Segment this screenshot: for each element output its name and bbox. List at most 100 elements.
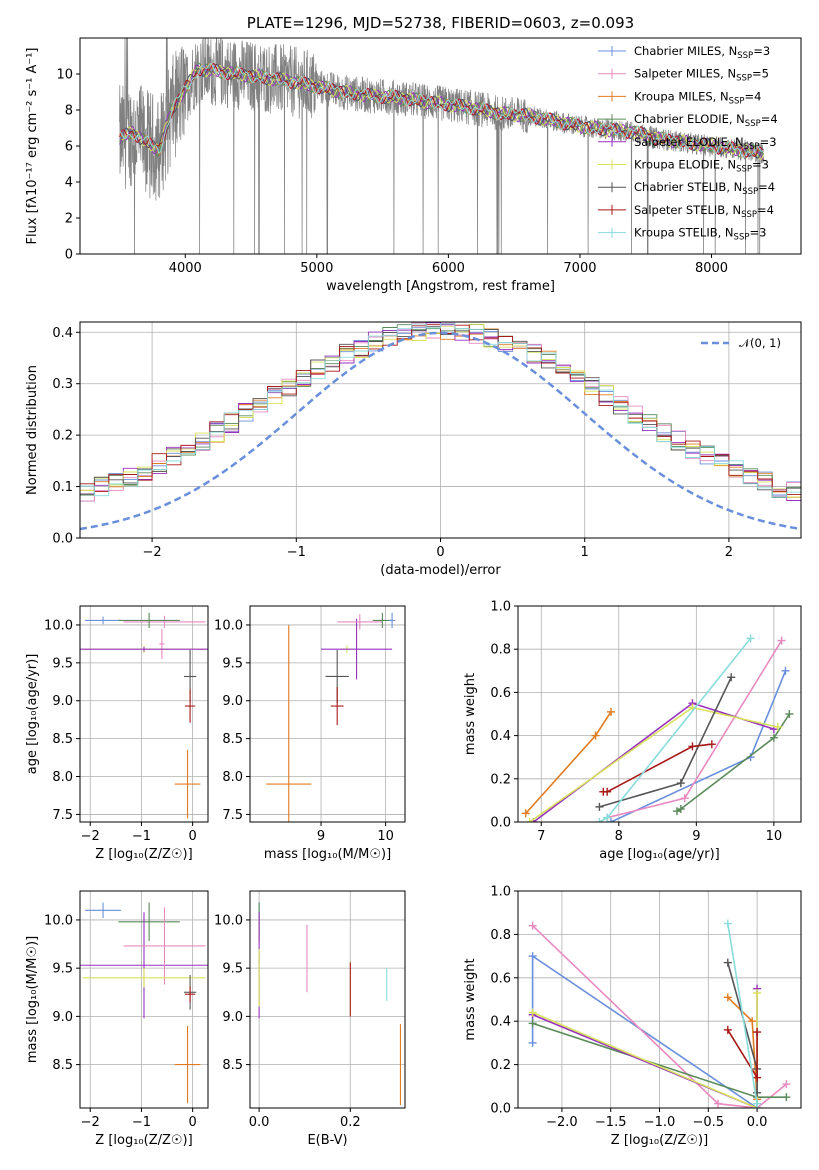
errorbar-point-kroupa-miles <box>174 1026 201 1104</box>
plot-frame <box>79 321 802 539</box>
y-tick-label: 10.0 <box>214 913 243 928</box>
plus-marker <box>753 1104 762 1108</box>
x-tick-label: 8000 <box>695 261 728 276</box>
legend-nssp-value: =3 <box>752 158 769 172</box>
plus-marker <box>723 993 732 1002</box>
y-axis-label: age [log₁₀(age/yr)] <box>25 654 40 775</box>
y-tick-label: 9.0 <box>222 694 243 709</box>
legend-nssp-subscript: SSP <box>737 51 753 61</box>
y-tick-label: 10 <box>56 68 73 83</box>
errorbar-point-chabrier-elodie <box>118 902 180 942</box>
mass-vs-metallicity-panel: −2 −1 0 8.5 9.0 9.5 10.0 Z [log₁₀(Z/Z☉)] mass [l… <box>25 890 209 1148</box>
legend-nssp-value: =4 <box>744 89 761 103</box>
y-tick-label: 9.5 <box>52 962 73 977</box>
plot-frame <box>79 37 802 255</box>
y-tick-label: 9.0 <box>52 694 73 709</box>
y-tick-label: 7.5 <box>52 808 73 823</box>
plus-marker <box>680 794 689 803</box>
y-tick-label: 10.0 <box>44 618 73 633</box>
y-tick-label: 0.8 <box>490 928 511 943</box>
y-tick-label: 0.3 <box>52 377 73 392</box>
plus-marker <box>603 813 612 822</box>
y-tick-label: 8.5 <box>52 1058 73 1073</box>
errorbar-point-salpeter-elodie <box>321 618 393 680</box>
plus-marker <box>528 1008 537 1017</box>
y-tick-label: 9.0 <box>222 1010 243 1025</box>
x-tick-label: −0.5 <box>693 1115 725 1130</box>
y-tick-label: 8 <box>65 104 73 119</box>
series-chabrier-miles <box>528 952 762 1108</box>
massweight-vs-age-panel: 7 8 9 10 0.0 0.2 0.4 0.6 0.8 1.0 age [log₁₀(age/yr… <box>463 600 802 862</box>
plus-marker <box>753 1028 762 1037</box>
series-line <box>727 923 758 1108</box>
x-tick-label: 0 <box>188 829 196 844</box>
legend-label-salpeter-stelib: Salpeter STELIB, NSSP=4 <box>634 203 774 220</box>
x-tick-label: 9 <box>692 829 700 844</box>
y-tick-label: 0.2 <box>490 772 511 787</box>
y-tick-label: 8.0 <box>52 770 73 785</box>
x-tick-label: −1 <box>287 545 306 560</box>
legend-nssp-value: =3 <box>760 135 777 149</box>
legend-nssp-subscript: SSP <box>744 142 760 152</box>
x-tick-label: −2 <box>81 1115 100 1130</box>
plot-frame <box>517 605 802 823</box>
y-tick-label: 0.4 <box>52 326 73 341</box>
plus-marker <box>528 1038 537 1047</box>
grid <box>250 891 405 1108</box>
errorbar-point-salpeter-elodie <box>80 646 208 652</box>
legend-nssp-value: =4 <box>761 112 778 126</box>
y-tick-label: 10.0 <box>44 913 73 928</box>
y-tick-label: 1.0 <box>490 885 511 900</box>
plus-marker <box>521 809 530 818</box>
model-line-kroupa-stelib <box>119 62 764 158</box>
errorbar-point-salpeter-elodie <box>80 912 208 1019</box>
y-tick-label: 0.6 <box>490 686 511 701</box>
y-axis-label: mass [log₁₀(M/M☉)] <box>25 936 40 1063</box>
legend-nssp-prefix: , N <box>720 158 736 172</box>
series-line <box>531 954 758 1108</box>
series-line <box>676 713 791 812</box>
model-line-kroupa-elodie <box>119 65 765 161</box>
y-tick-label: 0.1 <box>52 480 73 495</box>
series-chabrier-stelib <box>595 673 736 811</box>
series-salpeter-miles <box>528 921 791 1108</box>
legend-nssp-prefix: , N <box>721 44 737 58</box>
plus-marker <box>769 733 778 742</box>
y-axis-label: Normed distribution <box>25 365 40 495</box>
legend-nssp-prefix: , N <box>720 67 736 81</box>
series-chabrier-miles <box>607 666 790 822</box>
plot-frame <box>79 890 209 1109</box>
model-line-salpeter-stelib <box>119 63 764 158</box>
y-tick-label: 0.2 <box>490 1058 511 1073</box>
plot-frame <box>249 605 406 823</box>
histogram-kroupa-stelib <box>80 323 801 498</box>
errorbar-point-salpeter-miles <box>123 615 206 628</box>
errorbar-point-chabrier-miles <box>388 612 396 628</box>
plus-marker <box>595 818 604 822</box>
y-tick-label: 7.5 <box>222 808 243 823</box>
plus-marker <box>753 988 762 997</box>
y-tick-label: 6 <box>65 140 73 155</box>
y-tick-label: 9.0 <box>52 1010 73 1025</box>
x-axis-label: Z [log₁₀(Z/Z☉)] <box>611 1133 708 1148</box>
errorbar-point-kroupa-miles <box>174 750 201 819</box>
series-salpeter-elodie <box>528 984 762 1108</box>
x-tick-label: −2 <box>143 545 162 560</box>
y-tick-label: 0.0 <box>490 816 511 831</box>
y-tick-label: 0.2 <box>52 429 73 444</box>
legend-nssp-subscript: SSP <box>736 74 752 84</box>
plus-marker <box>528 1019 537 1028</box>
legend-label-salpeter-elodie: Salpeter ELODIE, NSSP=3 <box>634 135 777 152</box>
x-axis-label: Z [log₁₀(Z/Z☉)] <box>95 847 192 862</box>
legend-label-chabrier-stelib: Chabrier STELIB, NSSP=4 <box>634 180 775 197</box>
grid <box>80 606 208 822</box>
legend-label-kroupa-elodie: Kroupa ELODIE, NSSP=3 <box>634 158 769 175</box>
legend-name: Salpeter ELODIE <box>634 135 728 149</box>
series-kroupa-elodie <box>525 703 782 822</box>
x-tick-label: 0 <box>188 1115 196 1130</box>
y-tick-label: 0.6 <box>490 971 511 986</box>
x-axis-label: wavelength [Angstrom, rest frame] <box>326 279 555 294</box>
age-vs-mass-panel: 9 10 7.5 8.0 8.5 9.0 9.5 10.0 mass [log₁₀(M/M☉)] <box>214 605 406 862</box>
legend-nssp-subscript: SSP <box>742 187 758 197</box>
